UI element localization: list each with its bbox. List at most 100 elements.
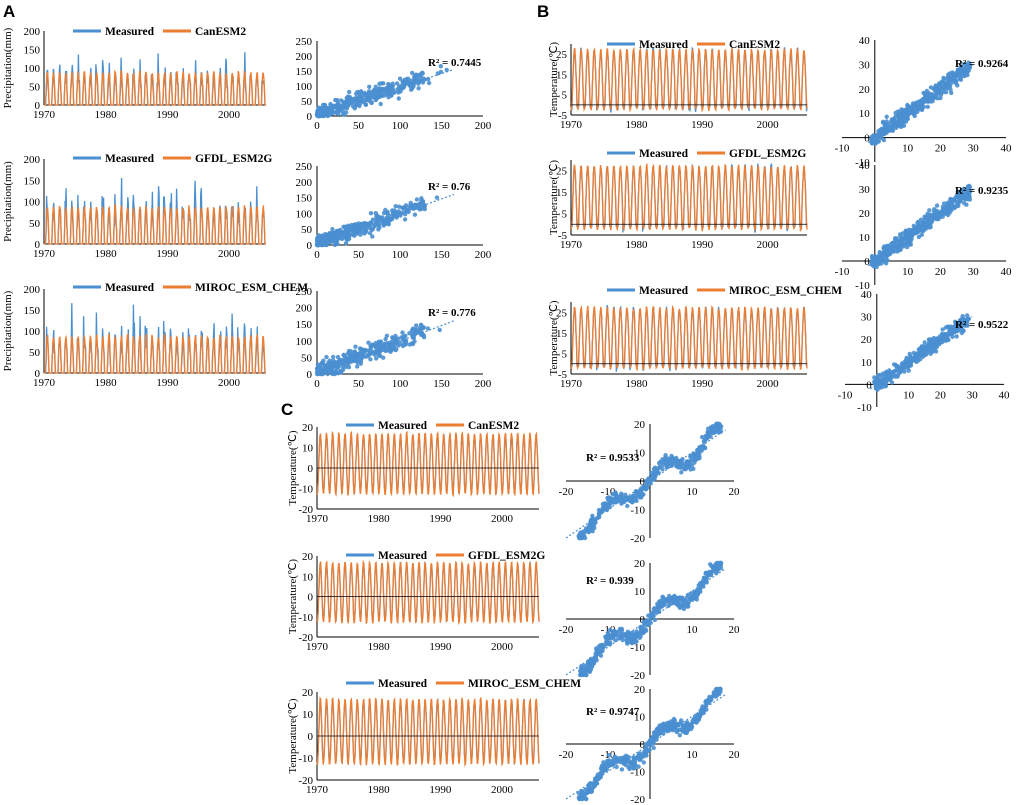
line-chart-c-6: -20 -10 0 10 20 1970 1980 1990 2000 Temperature(℃… [287, 420, 540, 525]
x-tick-label: 50 [353, 378, 365, 390]
scatter-point [621, 755, 626, 760]
scatter-point [701, 584, 706, 589]
scatter-point [619, 767, 625, 772]
scatter-point [669, 463, 674, 468]
scatter-point [891, 123, 897, 128]
y-tick-label: -10 [857, 402, 872, 414]
y-tick-label: 0 [864, 256, 870, 268]
y-tick-label: 0 [35, 239, 41, 251]
scatter-point [437, 327, 442, 333]
scatter-point [358, 232, 363, 237]
line-chart-b-3: -5 5 15 25 1970 1980 1990 2000 Temperature(℃) Mea… [548, 39, 808, 131]
scatter-point [334, 370, 339, 375]
scatter-point [326, 360, 331, 365]
scatter-point [702, 445, 708, 450]
y-tick-label: 10 [859, 232, 871, 244]
scatter-point [378, 101, 383, 107]
y-tick-label: 150 [296, 319, 313, 331]
scatter-point [331, 354, 336, 360]
x-tick-label: 10 [902, 143, 914, 155]
scatter-point [383, 348, 389, 353]
y-tick-label: -10 [630, 642, 645, 654]
scatter-point [396, 90, 401, 95]
x-tick-label: 1990 [691, 119, 714, 131]
scatter-point [578, 530, 583, 535]
scatter-point [323, 240, 328, 246]
panel-label-c: C [281, 400, 293, 419]
scatter-point [341, 99, 346, 105]
y-tick-label: -20 [298, 632, 313, 644]
scatter-point [954, 81, 959, 86]
scatter-point [933, 211, 938, 216]
y-tick-label: 150 [296, 193, 313, 205]
scatter-point [412, 339, 417, 344]
scatter-point [340, 364, 345, 369]
scatter-point [647, 738, 653, 743]
scatter-point [617, 757, 622, 763]
scatter-point [918, 217, 924, 222]
scatter-point [317, 363, 323, 369]
scatter-point [330, 227, 335, 232]
scatter-point [965, 313, 970, 318]
scatter-point [384, 333, 390, 338]
scatter-point [908, 363, 914, 368]
scatter-point [392, 211, 397, 216]
scatter-point [908, 242, 913, 247]
x-tick-label: 1980 [368, 513, 391, 525]
scatter-point [945, 74, 951, 80]
scatter-point [950, 334, 955, 339]
y-tick-label: 0 [307, 369, 313, 381]
scatter-point [950, 80, 955, 85]
y-tick-label: 15 [556, 328, 568, 340]
scatter-point [633, 634, 638, 640]
x-tick-label: 40 [1001, 143, 1013, 155]
scatter-point [611, 634, 616, 639]
y-tick-label: 150 [24, 305, 41, 317]
x-tick-label: 1980 [626, 239, 649, 251]
scatter-point [944, 337, 949, 342]
scatter-point [964, 70, 970, 75]
scatter-point [955, 67, 961, 72]
model-series-line [570, 46, 808, 113]
panel-label-b: B [537, 2, 549, 21]
scatter-point [674, 729, 679, 735]
y-tick-label: 50 [301, 96, 313, 108]
scatter-point [632, 765, 637, 770]
scatter-point [666, 456, 671, 461]
scatter-point [718, 563, 723, 568]
x-tick-label: 2000 [218, 248, 241, 260]
scatter-point [583, 672, 589, 678]
legend-model-label: MIROC_ESM_CHEM [468, 678, 581, 690]
scatter-point [965, 184, 971, 189]
scatter-point [652, 730, 657, 736]
y-tick-label: 100 [296, 81, 313, 93]
legend-model-label: GFDL_ESM2G [195, 153, 272, 165]
x-tick-label: 20 [935, 389, 947, 401]
y-tick-label: 0 [307, 111, 313, 123]
scatter-point [651, 745, 656, 751]
y-axis-label: Temperature(℃) [287, 559, 299, 634]
scatter-point [351, 104, 356, 109]
scatter-point [718, 424, 724, 429]
scatter-point [335, 98, 340, 103]
scatter-point [339, 235, 344, 240]
x-tick-label: 1970 [560, 119, 583, 131]
scatter-point [956, 325, 962, 330]
y-tick-label: 100 [296, 208, 313, 220]
x-tick-label: 1990 [429, 513, 452, 525]
scatter-point [877, 261, 882, 267]
scatter-point [580, 796, 585, 802]
scatter-point [613, 493, 619, 498]
scatter-point [914, 230, 919, 235]
y-tick-label: 30 [859, 184, 871, 196]
y-tick-label: 10 [302, 443, 314, 455]
scatter-point [711, 429, 716, 435]
y-tick-label: 50 [29, 218, 41, 230]
scatter-point [683, 730, 688, 735]
scatter-point [391, 90, 396, 96]
y-tick-label: 40 [861, 289, 873, 301]
scatter-point [625, 641, 630, 646]
scatter-point [425, 326, 431, 331]
